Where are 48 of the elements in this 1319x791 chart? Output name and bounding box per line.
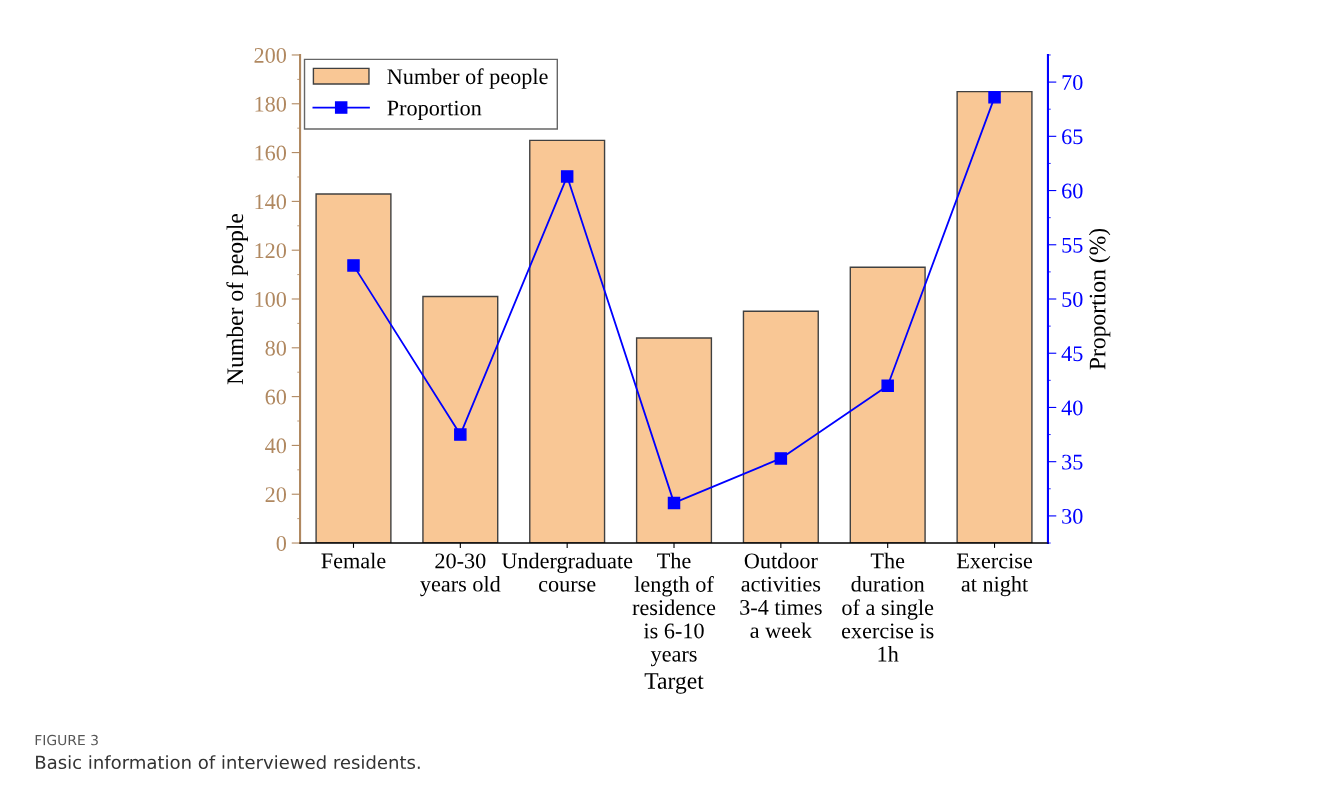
- x-tick-label: Female: [321, 552, 386, 569]
- x-tick-label: Outdoor activities 3-4 times a week: [740, 552, 822, 639]
- y-tick-label: 40: [265, 438, 287, 454]
- x-tick-label: Undergraduate course: [501, 552, 633, 592]
- y2-tick-label: 60: [1062, 183, 1083, 199]
- legend-label: Number of people: [387, 68, 548, 89]
- x-tick-label: The duration of a single exercise is 1h: [841, 552, 934, 662]
- y-tick-label: 20: [265, 487, 287, 503]
- y2-tick-label: 65: [1062, 129, 1083, 145]
- bar: [956, 90, 1033, 544]
- y-tick-label: 0: [276, 535, 287, 551]
- y-tick-label: 140: [255, 194, 287, 210]
- y2-tick-label: 30: [1062, 508, 1083, 524]
- point: [560, 170, 574, 183]
- caption: FIGURE 3: [35, 734, 98, 746]
- y2-tick-label: 40: [1061, 400, 1083, 416]
- y2-tick-label: 55: [1062, 237, 1083, 253]
- x-tick-label: 20-30 years old: [420, 553, 501, 597]
- bar: [529, 139, 606, 544]
- x-tick-label: The length of residence is 6-10 years: [632, 552, 716, 667]
- bar: [849, 266, 926, 544]
- point: [881, 379, 894, 393]
- y-tick-label: 180: [255, 96, 287, 112]
- y-tick-label: 120: [255, 243, 287, 259]
- point: [347, 259, 360, 272]
- bar: [635, 337, 713, 544]
- bar: [742, 310, 819, 544]
- legend-label: Proportion: [387, 100, 482, 121]
- bar: [422, 295, 499, 544]
- y2-tick-label: 70: [1062, 75, 1083, 91]
- point: [454, 428, 467, 441]
- y2-tick-label: 35: [1062, 454, 1083, 470]
- y2-axis-title: Proportion (%): [1088, 228, 1111, 370]
- point: [667, 496, 681, 510]
- text: Basic information of interviewed residents.: [36, 755, 420, 770]
- y-tick-label: 80: [265, 340, 287, 356]
- bar: [315, 193, 392, 544]
- point: [774, 452, 788, 465]
- y2-tick-label: 50: [1062, 291, 1083, 307]
- y-tick-label: 100: [255, 291, 287, 307]
- point: [988, 91, 1001, 104]
- y-axis-title: Number of people: [226, 213, 248, 385]
- x-tick-label: Exercise at night: [956, 553, 1032, 597]
- y-tick-label: 160: [255, 145, 287, 161]
- y-tick-label: 60: [265, 389, 287, 405]
- x-axis-title: Target: [644, 673, 704, 694]
- y2-tick-label: 45: [1061, 346, 1083, 362]
- y-tick-label: 200: [254, 47, 287, 63]
